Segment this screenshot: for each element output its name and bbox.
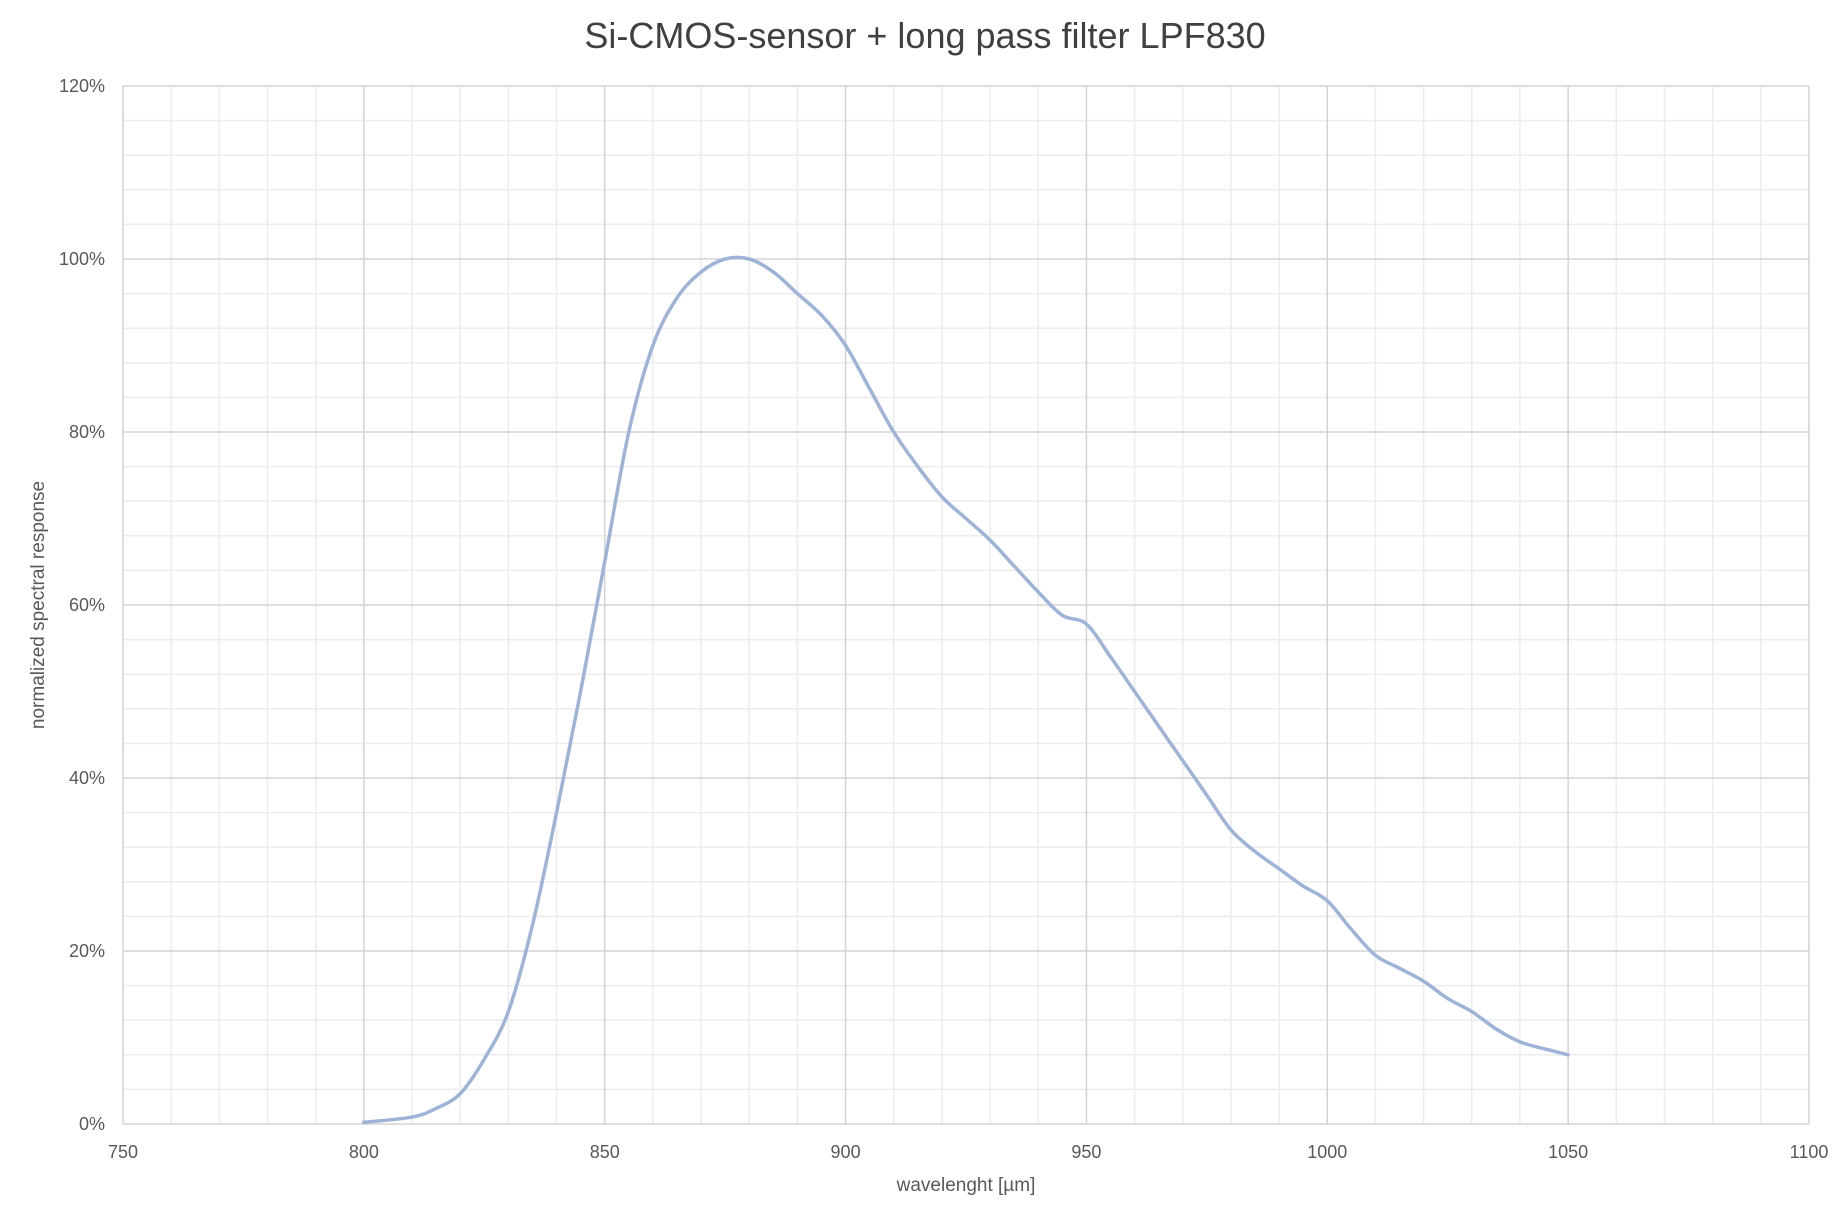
y-tick-label: 100%	[59, 249, 105, 269]
y-tick-label: 40%	[69, 768, 105, 788]
chart-title: Si-CMOS-sensor + long pass filter LPF830	[584, 15, 1265, 56]
y-tick-label: 20%	[69, 941, 105, 961]
series	[362, 255, 1570, 1125]
grid	[122, 85, 1810, 1125]
x-tick-label: 800	[349, 1142, 379, 1162]
y-tick-label: 120%	[59, 76, 105, 96]
x-tick-label: 850	[590, 1142, 620, 1162]
y-axis-label: normalized spectral response	[28, 481, 49, 729]
x-tick-label: 1100	[1790, 1142, 1829, 1162]
x-tick-label: 950	[1071, 1142, 1101, 1162]
series-line	[362, 255, 1570, 1125]
y-axis-ticks: 0% 20% 40% 60% 80% 100% 120%	[59, 76, 105, 1134]
y-tick-label: 80%	[69, 422, 105, 442]
x-tick-label: 900	[831, 1142, 861, 1162]
x-axis-ticks: 750 800 850 900 950 1000 1050 1100	[108, 1142, 1828, 1162]
x-tick-label: 1000	[1307, 1142, 1347, 1162]
x-axis-label: wavelenght [µm]	[896, 1175, 1036, 1196]
x-tick-label: 750	[108, 1142, 138, 1162]
y-tick-label: 0%	[79, 1114, 105, 1134]
x-tick-label: 1050	[1548, 1142, 1588, 1162]
y-tick-label: 60%	[69, 595, 105, 615]
